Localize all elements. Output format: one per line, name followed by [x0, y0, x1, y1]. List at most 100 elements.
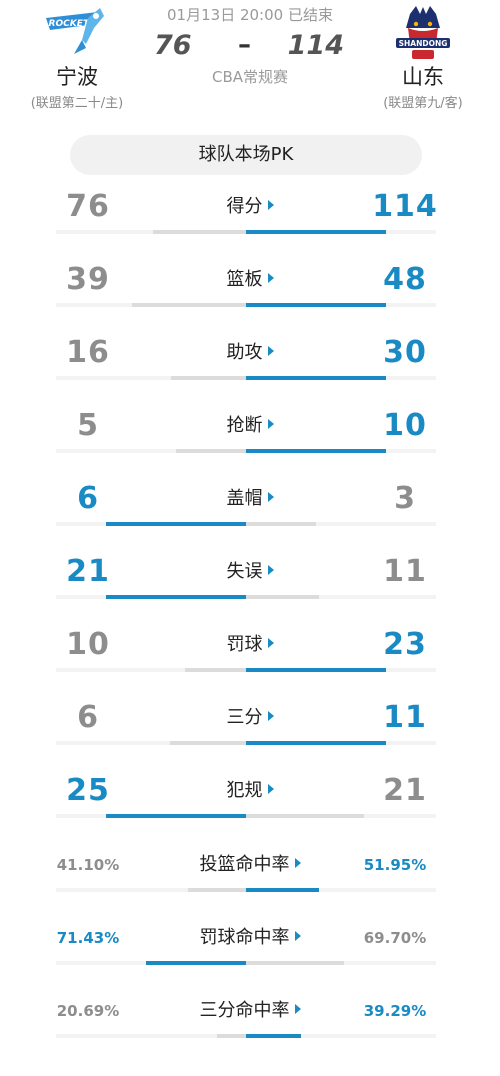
stat-label-text: 犯规: [226, 780, 263, 801]
stat-row[interactable]: 6 三分 11: [0, 696, 500, 769]
away-team-rank: (联盟第九/客): [383, 96, 463, 111]
away-team[interactable]: SHANDONG 山东 (联盟第九/客): [358, 0, 488, 112]
away-stat-bar: [246, 522, 316, 526]
away-stat-bar: [246, 1034, 301, 1038]
stat-row[interactable]: 10 罚球 23: [0, 623, 500, 696]
stat-row[interactable]: 6 盖帽 3: [0, 477, 500, 550]
home-stat-bar: [153, 230, 246, 234]
stat-label[interactable]: 罚球命中率: [150, 926, 350, 950]
chevron-right-icon: [267, 346, 274, 356]
away-stat-value: 39.29%: [363, 1002, 427, 1020]
stat-row[interactable]: 21 失误 11: [0, 550, 500, 623]
home-stat-value: 6: [77, 700, 99, 735]
home-team[interactable]: ROCKETS 宁波 (联盟第二十/主): [12, 0, 142, 112]
home-stat-bar: [176, 449, 246, 453]
away-stat-value: 114: [372, 189, 438, 224]
home-stat-value: 39: [66, 262, 110, 297]
stat-label[interactable]: 罚球: [150, 633, 350, 657]
stat-row[interactable]: 16 助攻 30: [0, 331, 500, 404]
stat-row[interactable]: 71.43% 罚球命中率 69.70%: [0, 916, 500, 989]
stat-row[interactable]: 5 抢断 10: [0, 404, 500, 477]
home-stat-bar: [106, 522, 246, 526]
home-stat-bar: [188, 888, 246, 892]
stat-label-text: 投篮命中率: [199, 854, 290, 875]
stat-label-text: 三分命中率: [199, 1000, 290, 1021]
chevron-right-icon: [294, 931, 301, 941]
home-stat-bar: [185, 668, 246, 672]
home-stat-value: 16: [66, 335, 110, 370]
stat-label[interactable]: 得分: [150, 195, 350, 219]
stat-row[interactable]: 20.69% 三分命中率 39.29%: [0, 989, 500, 1062]
home-stat-value: 10: [66, 627, 110, 662]
rockets-logo: ROCKETS: [46, 8, 104, 54]
home-stat-bar: [217, 1034, 246, 1038]
away-stat-bar: [246, 668, 386, 672]
score-line: 76 – 114: [130, 30, 370, 62]
chevron-right-icon: [267, 638, 274, 648]
stat-label-text: 盖帽: [226, 488, 263, 509]
away-stat-value: 23: [383, 627, 427, 662]
chevron-right-icon: [267, 711, 274, 721]
away-stat-value: 3: [394, 481, 416, 516]
stat-label-text: 得分: [226, 196, 263, 217]
home-stat-value: 25: [66, 773, 110, 808]
stat-label[interactable]: 失误: [150, 560, 350, 584]
match-info: 01月13日 20:00 已结束 76 – 114 CBA常规赛: [130, 0, 370, 87]
away-stat-bar: [246, 741, 386, 745]
stat-row[interactable]: 39 篮板 48: [0, 258, 500, 331]
home-stat-value: 20.69%: [56, 1002, 120, 1020]
stat-label-text: 抢断: [226, 415, 263, 436]
stat-row[interactable]: 41.10% 投篮命中率 51.95%: [0, 843, 500, 916]
stat-label-text: 篮板: [226, 269, 263, 290]
league-name: CBA常规赛: [211, 68, 289, 86]
score-dash: –: [238, 30, 251, 60]
chevron-right-icon: [267, 419, 274, 429]
home-stat-bar: [106, 595, 246, 599]
home-score: 76: [154, 30, 192, 61]
stat-label[interactable]: 助攻: [150, 341, 350, 365]
away-stat-bar: [246, 376, 386, 380]
team-pk-tab[interactable]: 球队本场PK: [70, 135, 422, 175]
away-stat-value: 51.95%: [363, 856, 427, 874]
home-stat-bar: [170, 741, 246, 745]
home-stat-bar: [146, 961, 246, 965]
away-score: 114: [287, 30, 344, 61]
stat-label[interactable]: 犯规: [150, 779, 350, 803]
chevron-right-icon: [294, 858, 301, 868]
home-stat-bar: [106, 814, 246, 818]
chevron-right-icon: [267, 273, 274, 283]
home-stat-value: 5: [77, 408, 99, 443]
stat-label[interactable]: 盖帽: [150, 487, 350, 511]
chevron-right-icon: [267, 200, 274, 210]
away-stat-value: 21: [383, 773, 427, 808]
home-stat-value: 71.43%: [56, 929, 120, 947]
stat-label[interactable]: 投篮命中率: [150, 853, 350, 877]
home-stat-bar: [132, 303, 246, 307]
home-stat-value: 41.10%: [56, 856, 120, 874]
chevron-right-icon: [267, 784, 274, 794]
stat-row[interactable]: 25 犯规 21: [0, 769, 500, 842]
match-time: 01月13日 20:00 已结束: [167, 6, 333, 24]
away-stat-bar: [246, 961, 344, 965]
stat-row[interactable]: 76 得分 114: [0, 185, 500, 258]
home-team-rank: (联盟第二十/主): [30, 96, 124, 111]
away-stat-value: 11: [383, 554, 427, 589]
stat-label-text: 罚球: [226, 634, 263, 655]
shandong-logo-text: SHANDONG: [399, 39, 448, 48]
stat-label[interactable]: 抢断: [150, 414, 350, 438]
home-stat-value: 6: [77, 481, 99, 516]
away-stat-bar: [246, 449, 386, 453]
away-stat-value: 10: [383, 408, 427, 443]
away-stat-bar: [246, 888, 319, 892]
away-stat-bar: [246, 230, 386, 234]
home-team-name: 宁波: [56, 65, 98, 89]
away-stat-bar: [246, 814, 364, 818]
stat-label[interactable]: 篮板: [150, 268, 350, 292]
away-stat-value: 30: [383, 335, 427, 370]
away-stat-value: 11: [383, 700, 427, 735]
stat-label-text: 罚球命中率: [199, 927, 290, 948]
stat-label[interactable]: 三分命中率: [150, 999, 350, 1023]
chevron-right-icon: [294, 1004, 301, 1014]
away-team-name: 山东: [402, 65, 444, 89]
stat-label[interactable]: 三分: [150, 706, 350, 730]
